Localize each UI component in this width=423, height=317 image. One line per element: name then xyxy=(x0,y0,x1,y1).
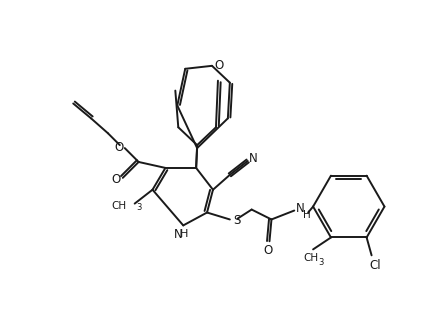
Text: N: N xyxy=(174,228,183,241)
Text: N: N xyxy=(249,152,258,165)
Text: N: N xyxy=(296,202,305,215)
Text: O: O xyxy=(114,141,124,154)
Text: CH: CH xyxy=(304,253,319,263)
Text: H: H xyxy=(303,210,311,221)
Text: 3: 3 xyxy=(137,203,142,212)
Text: Cl: Cl xyxy=(370,259,382,272)
Text: O: O xyxy=(214,59,224,72)
Text: O: O xyxy=(264,244,273,257)
Text: 3: 3 xyxy=(319,258,324,267)
Text: S: S xyxy=(233,214,240,227)
Text: CH: CH xyxy=(112,201,127,210)
Text: H: H xyxy=(180,229,188,239)
Text: O: O xyxy=(111,173,121,186)
